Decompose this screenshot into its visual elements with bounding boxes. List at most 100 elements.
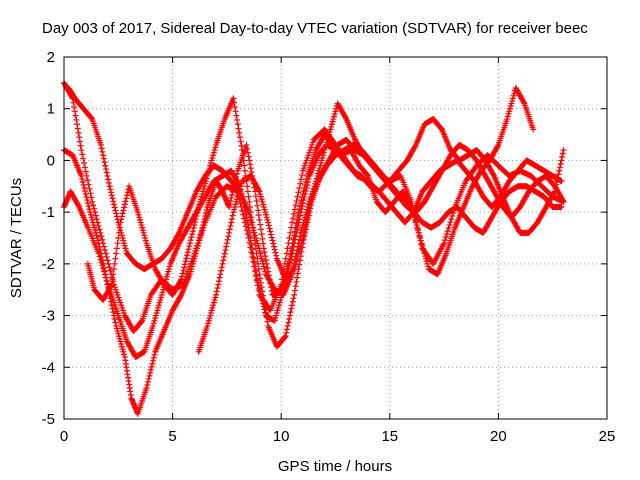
data-point [219,260,226,267]
data-point [223,243,230,250]
x-tick-label: 5 [168,428,176,445]
data-point [184,249,191,256]
data-point [185,246,192,253]
data-point [106,183,113,190]
data-point [197,231,204,238]
data-point [249,219,256,226]
data-point [304,178,311,185]
data-point [246,228,253,235]
data-point [110,271,117,278]
data-point [175,231,182,238]
data-point [298,176,305,183]
data-point [250,229,257,236]
data-point [75,129,82,136]
data-point [84,177,91,184]
data-point [301,228,308,235]
data-point [80,155,87,162]
data-point [121,204,128,211]
data-point [231,99,238,106]
data-point [286,235,293,241]
data-point [114,240,121,247]
data-point [88,115,95,122]
data-point [180,267,187,274]
data-point [100,152,107,159]
data-point [520,99,527,106]
data-point [300,197,307,204]
data-point [268,234,275,241]
data-point [228,191,235,198]
data-point [104,172,111,179]
data-point [108,192,115,199]
data-point [146,372,153,379]
data-point [239,147,246,154]
data-point [200,219,207,226]
data-point [296,185,303,192]
data-point [252,240,259,247]
data-point [103,253,110,260]
data-point [290,295,297,302]
data-point [76,134,83,141]
data-point [100,155,107,162]
data-point [342,114,349,121]
data-point [289,302,296,309]
data-point [109,195,116,202]
data-point [237,138,244,145]
data-point [264,264,271,271]
data-point [441,240,448,247]
data-point [555,171,562,178]
data-point [270,240,277,247]
data-point [115,235,122,241]
data-point [295,219,302,226]
data-point [79,175,86,182]
data-point [229,188,236,195]
data-point [199,225,206,232]
data-point [255,266,262,273]
data-point [228,219,235,226]
data-point [79,178,86,185]
data-point [556,167,563,174]
data-point [244,145,251,152]
data-point [258,231,265,238]
data-point [76,138,83,145]
data-point [239,152,246,159]
data-point [95,222,102,229]
data-point [264,318,271,325]
data-point [218,267,225,274]
data-point [202,210,209,217]
data-point [273,252,280,259]
data-point [448,216,455,223]
data-point [110,266,117,273]
data-point [84,200,91,207]
data-point [302,191,309,198]
data-point [294,274,301,281]
data-point [296,261,303,268]
data-point [233,112,240,119]
data-point [245,153,252,160]
data-point [226,229,233,236]
data-point [177,293,184,300]
data-point [304,214,311,221]
x-tick-label: 20 [490,428,507,445]
data-point [107,186,114,193]
data-point [303,185,310,192]
data-point [86,206,93,213]
data-point [557,160,564,167]
data-point [79,151,86,158]
data-point [104,280,111,287]
data-point [71,108,78,115]
data-point [92,212,99,219]
data-point [201,216,208,223]
data-point [145,375,152,382]
data-point [307,200,314,207]
data-point [558,157,565,164]
data-point [98,259,105,266]
y-tick-label: 1 [47,101,55,118]
data-point [109,276,116,283]
data-point [490,171,497,178]
data-point [77,142,84,149]
data-point [150,354,157,361]
data-point [253,272,260,279]
data-point [215,278,222,285]
data-point [111,260,118,267]
data-point [144,381,151,388]
